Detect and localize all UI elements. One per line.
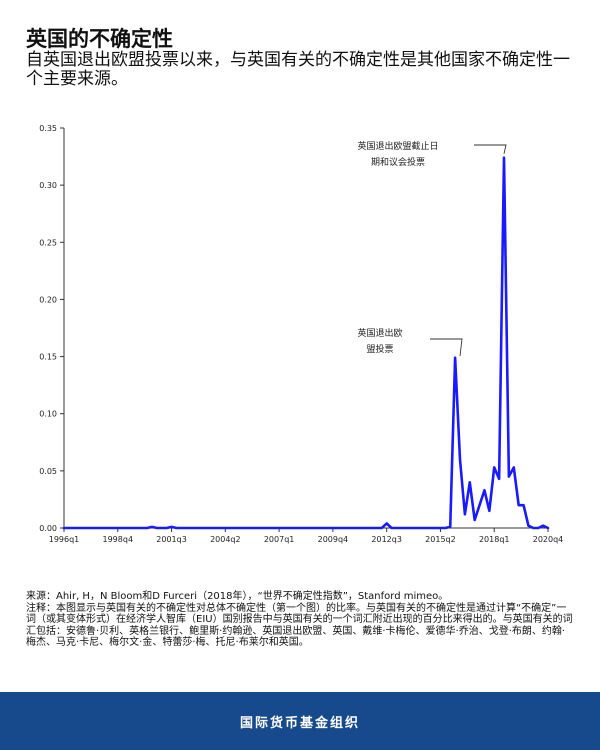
y-tick-label: 0.25 [39, 238, 57, 247]
y-tick-label: 0.15 [39, 353, 57, 362]
x-tick-label: 2015q2 [425, 535, 456, 544]
y-tick-label: 0.35 [39, 124, 57, 133]
source-note: 来源：Ahir, H，N Bloom和D Furceri（2018年），“世界不… [26, 591, 449, 602]
annotation-leader-line [430, 338, 463, 357]
x-tick-label: 1998q4 [103, 535, 134, 544]
x-tick-label: 2007q1 [264, 535, 295, 544]
y-tick-label: 0.10 [39, 410, 57, 419]
chart-subtitle: 自英国退出欧盟投票以来，与英国有关的不确定性是其他国家不确定性一个主要来源。 [26, 50, 570, 89]
x-tick-label: 2018q1 [479, 535, 510, 544]
y-tick-label: 0.30 [39, 181, 57, 190]
footer-bar: 国际货币基金组织 [0, 692, 600, 750]
chart-ticks: 0.00 0.05 0.10 0.15 0.20 0.25 0.30 0.35 1996q1 19… [39, 124, 563, 544]
y-tick-label: 0.00 [39, 524, 57, 533]
chart-notes: 来源：Ahir, H，N Bloom和D Furceri（2018年），“世界不… [26, 591, 574, 649]
explanatory-note: 注释：本图显示与英国有关的不确定性对总体不确定性（第一个图）的比率。与英国有关的… [26, 602, 573, 649]
x-tick-label: 2001q3 [156, 535, 187, 544]
series-line [62, 156, 550, 530]
x-tick-label: 2020q4 [533, 535, 564, 544]
annotation-label: 盟投票 [366, 343, 393, 355]
chart-title: 英国的不确定性 [26, 27, 173, 51]
y-tick-label: 0.05 [39, 467, 57, 476]
x-tick-label: 2012q3 [371, 535, 402, 544]
line-chart: 0.00 0.05 0.10 0.15 0.20 0.25 0.30 0.35 1996q1 19… [39, 124, 563, 544]
annotation-label: 英国退出欧盟截止日 [357, 140, 438, 152]
footer-label: 国际货币基金组织 [239, 715, 360, 731]
y-tick-label: 0.20 [39, 295, 57, 304]
chart-series [62, 156, 550, 530]
annotation-label: 英国退出欧 [357, 327, 402, 339]
annotation-leader-line [474, 144, 507, 154]
annotation-label: 期和议会投票 [371, 156, 425, 168]
x-tick-label: 2004q2 [210, 535, 241, 544]
x-tick-label: 2009q4 [318, 535, 349, 544]
chart-axes [63, 128, 548, 529]
x-tick-label: 1996q1 [49, 535, 80, 544]
